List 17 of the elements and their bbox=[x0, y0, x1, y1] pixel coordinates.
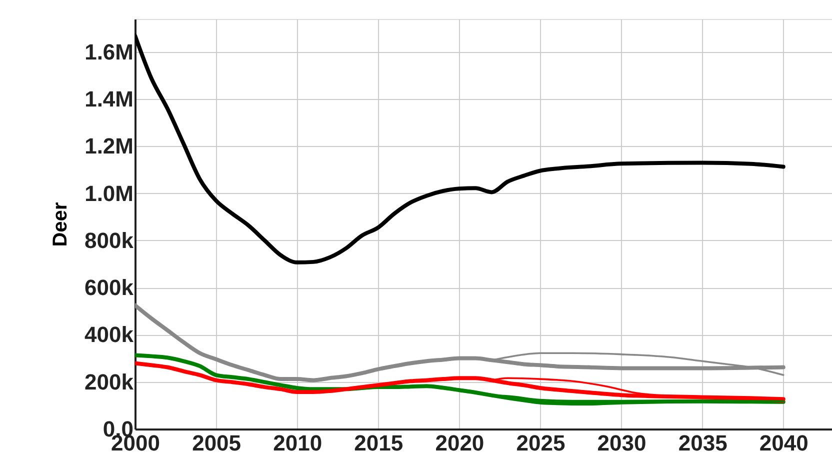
x-tick-label: 2010 bbox=[273, 430, 322, 456]
y-tick-label: 1.6M bbox=[84, 39, 134, 64]
y-tick-label: 1.2M bbox=[84, 134, 134, 159]
y-tick-label: 600k bbox=[84, 275, 134, 300]
y-tick-label: 200k bbox=[84, 369, 134, 394]
x-tick-label: 2005 bbox=[192, 430, 242, 456]
x-tick-label: 2035 bbox=[678, 430, 728, 456]
x-tick-label: 2030 bbox=[597, 430, 646, 456]
x-tick-label: 2025 bbox=[516, 430, 566, 456]
y-tick-label: 1.4M bbox=[84, 86, 134, 112]
y-tick-label: 800k bbox=[84, 228, 134, 253]
y-tick-label: 400k bbox=[84, 322, 134, 348]
x-tick-label: 2040 bbox=[759, 430, 808, 456]
x-tick-label: 2015 bbox=[354, 430, 404, 456]
y-tick-label: 1.0M bbox=[84, 180, 134, 206]
y-axis-title: Deer bbox=[50, 202, 72, 247]
x-tick-label: 2020 bbox=[435, 430, 484, 456]
